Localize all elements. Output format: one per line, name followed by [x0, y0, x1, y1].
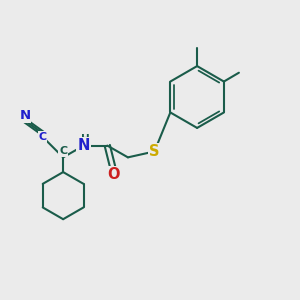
Text: C: C	[59, 146, 67, 156]
Text: C: C	[38, 132, 46, 142]
Text: H: H	[81, 134, 89, 144]
Text: S: S	[149, 144, 160, 159]
Text: N: N	[19, 109, 30, 122]
Text: N: N	[78, 138, 90, 153]
Text: O: O	[107, 167, 119, 182]
